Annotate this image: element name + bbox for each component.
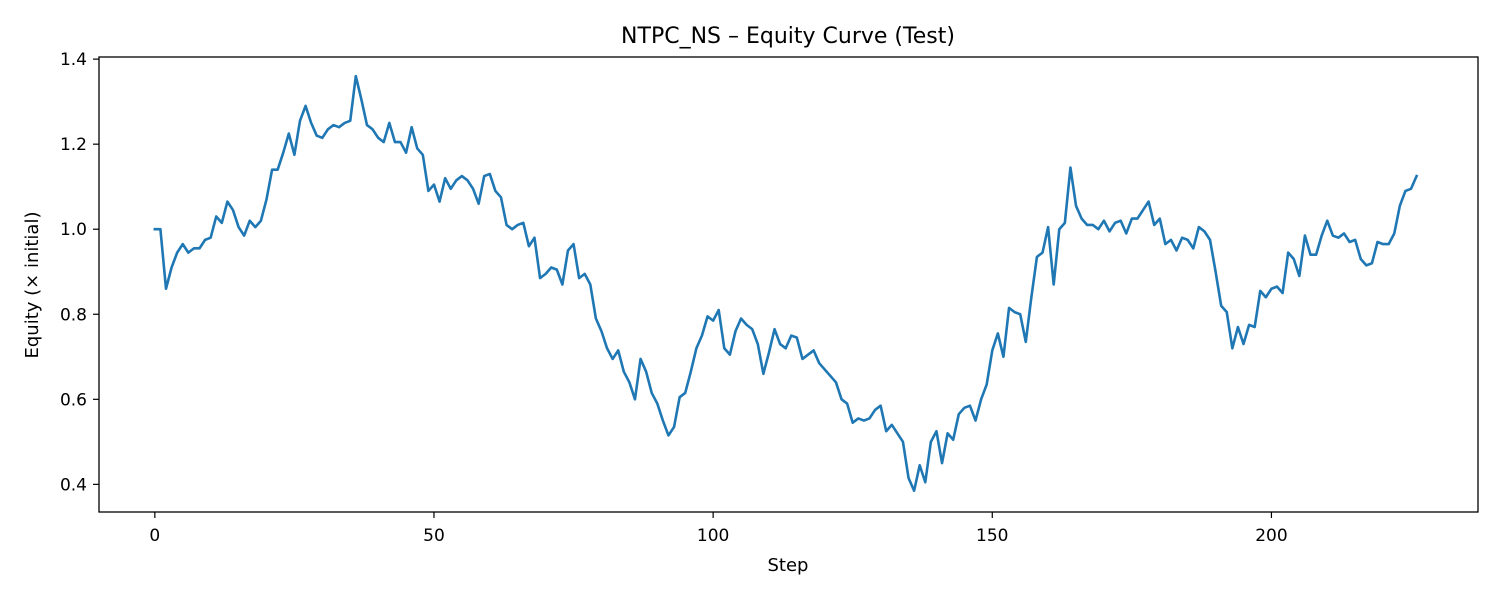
plot-area — [98, 56, 1479, 513]
y-tick-label: 1.4 — [60, 50, 87, 70]
equity-series-line — [153, 74, 1419, 493]
y-tick-label: 1.0 — [60, 220, 87, 240]
y-axis-label: Equity (× initial) — [22, 212, 43, 359]
y-tick-label: 1.2 — [60, 135, 87, 155]
y-tick-label: 0.6 — [60, 390, 87, 410]
x-axis-ticks: 0 50 100 150 200 — [149, 512, 1288, 546]
y-axis-ticks: 0.4 0.6 0.8 1.0 1.2 1.4 — [60, 50, 99, 495]
x-tick-label: 150 — [976, 526, 1008, 546]
x-tick-label: 200 — [1255, 526, 1287, 546]
plot-frame — [98, 56, 1479, 513]
x-axis-label: Step — [768, 555, 809, 576]
x-tick-label: 100 — [697, 526, 729, 546]
x-tick-label: 50 — [423, 526, 445, 546]
x-tick-label: 0 — [149, 526, 160, 546]
y-tick-label: 0.4 — [60, 475, 87, 495]
chart-title: NTPC_NS – Equity Curve (Test) — [621, 24, 955, 49]
y-tick-label: 0.8 — [60, 305, 87, 325]
